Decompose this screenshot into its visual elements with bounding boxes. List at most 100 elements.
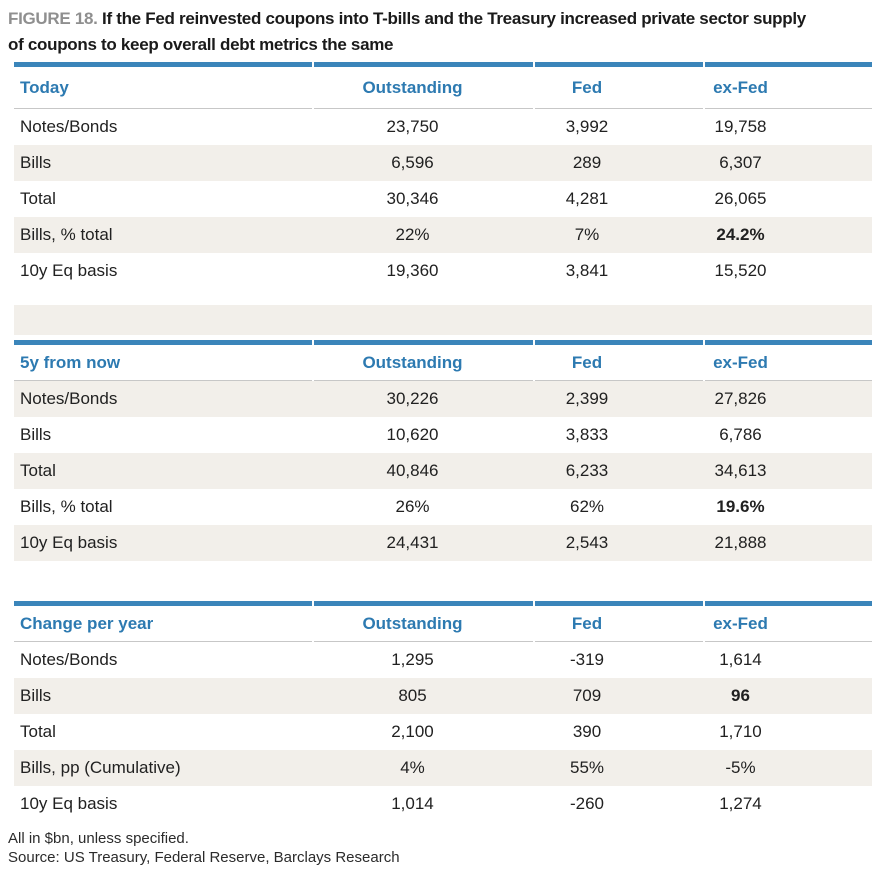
header-cell-outstanding: Outstanding xyxy=(362,613,463,633)
cell-exfed: 6,307 xyxy=(719,153,762,172)
row-label: Bills xyxy=(20,153,52,172)
row-label: Bills xyxy=(20,425,52,444)
cell-outstanding: 22% xyxy=(395,225,430,244)
table-row: Bills, % total 26% 62% 19.6% xyxy=(14,489,872,525)
table-row: Bills, pp (Cumulative) 4% 55% -5% xyxy=(14,750,872,786)
table-5y-from-now: 5y from now Outstanding Fed ex-Fed Notes… xyxy=(14,340,872,561)
cell-fed: 55% xyxy=(569,758,605,777)
figure-title-text: If the Fed reinvested coupons into T-bil… xyxy=(102,9,806,28)
table-row: 10y Eq basis 1,014 -260 1,274 xyxy=(14,786,872,822)
header-cell-fed: Fed xyxy=(571,77,603,97)
table-change-per-year: Change per year Outstanding Fed ex-Fed N… xyxy=(14,601,872,822)
header-cell-outstanding: Outstanding xyxy=(362,352,463,372)
table-header-row: 5y from now Outstanding Fed ex-Fed xyxy=(14,345,872,380)
cell-outstanding: 23,750 xyxy=(386,117,439,136)
cell-fed: 3,841 xyxy=(565,261,609,280)
footnote-source: Source: US Treasury, Federal Reserve, Ba… xyxy=(8,849,400,866)
cell-exfed: 27,826 xyxy=(714,389,767,408)
cell-fed: 62% xyxy=(569,497,605,516)
cell-outstanding: 1,295 xyxy=(391,650,434,669)
header-cell-scenario: 5y from now xyxy=(20,352,121,372)
cell-exfed: 6,786 xyxy=(719,425,762,444)
cell-fed: 390 xyxy=(572,722,602,741)
cell-outstanding: 40,846 xyxy=(386,461,439,480)
cell-fed: -319 xyxy=(569,650,605,669)
cell-exfed: 34,613 xyxy=(714,461,767,480)
header-cell-exfed: ex-Fed xyxy=(713,352,768,372)
header-cell-fed: Fed xyxy=(571,613,603,633)
cell-fed: 2,399 xyxy=(565,389,609,408)
cell-exfed: -5% xyxy=(725,758,756,777)
header-cell-outstanding: Outstanding xyxy=(362,77,463,97)
cell-outstanding: 19,360 xyxy=(386,261,439,280)
row-label: Bills, % total xyxy=(20,225,113,244)
table-row: Total 30,346 4,281 26,065 xyxy=(14,181,872,217)
footnotes: All in $bn, unless specified. Source: US… xyxy=(8,829,886,867)
table-row: Bills 6,596 289 6,307 xyxy=(14,145,872,181)
cell-fed: 289 xyxy=(572,153,602,172)
table-header-row: Today Outstanding Fed ex-Fed xyxy=(14,67,872,108)
row-label: 10y Eq basis xyxy=(20,261,118,280)
cell-outstanding: 1,014 xyxy=(391,794,434,813)
cell-outstanding: 6,596 xyxy=(391,153,434,172)
cell-outstanding: 805 xyxy=(398,686,427,705)
cell-fed: 2,543 xyxy=(565,533,609,552)
cell-outstanding: 2,100 xyxy=(391,722,434,741)
figure-title: FIGURE 18. If the Fed reinvested coupons… xyxy=(8,6,880,58)
header-bottom-rule xyxy=(14,108,872,109)
cell-exfed: 19,758 xyxy=(714,117,767,136)
row-label: Bills, pp (Cumulative) xyxy=(20,758,181,777)
spacer xyxy=(8,561,886,601)
row-label: 10y Eq basis xyxy=(20,533,118,552)
cell-exfed: 21,888 xyxy=(714,533,767,552)
figure-title-line1: FIGURE 18. If the Fed reinvested coupons… xyxy=(8,6,880,32)
cell-fed: 6,233 xyxy=(565,461,609,480)
cell-exfed: 1,710 xyxy=(719,722,762,741)
cell-exfed: 1,614 xyxy=(719,650,762,669)
table-row: Total 40,846 6,233 34,613 xyxy=(14,453,872,489)
row-label: Notes/Bonds xyxy=(20,650,118,669)
row-label: Total xyxy=(20,461,56,480)
header-cell-fed: Fed xyxy=(571,352,603,372)
cell-fed: 709 xyxy=(572,686,602,705)
row-label: Notes/Bonds xyxy=(20,389,118,408)
cell-outstanding: 10,620 xyxy=(386,425,439,444)
cell-exfed: 1,274 xyxy=(719,794,762,813)
spacer-band xyxy=(14,305,872,335)
cell-outstanding: 26% xyxy=(395,497,430,516)
cell-exfed: 26,065 xyxy=(714,189,767,208)
table-row: 10y Eq basis 24,431 2,543 21,888 xyxy=(14,525,872,561)
figure-title-line2: of coupons to keep overall debt metrics … xyxy=(8,35,394,54)
cell-fed: 3,833 xyxy=(565,425,609,444)
table-row: Total 2,100 390 1,710 xyxy=(14,714,872,750)
cell-exfed: 19.6% xyxy=(716,497,765,516)
table-row: Bills 10,620 3,833 6,786 xyxy=(14,417,872,453)
row-label: Bills xyxy=(20,686,52,705)
cell-fed: 3,992 xyxy=(565,117,609,136)
row-label: 10y Eq basis xyxy=(20,794,118,813)
header-bottom-rule xyxy=(14,641,872,642)
row-label: Bills, % total xyxy=(20,497,113,516)
header-cell-exfed: ex-Fed xyxy=(713,613,768,633)
table-header-row: Change per year Outstanding Fed ex-Fed xyxy=(14,606,872,641)
table-today: Today Outstanding Fed ex-Fed Notes/Bonds… xyxy=(14,62,872,289)
table-top-rule xyxy=(14,62,872,67)
cell-outstanding: 24,431 xyxy=(386,533,439,552)
table-row: Notes/Bonds 1,295 -319 1,614 xyxy=(14,642,872,678)
footnote-units: All in $bn, unless specified. xyxy=(8,830,189,847)
row-label: Notes/Bonds xyxy=(20,117,118,136)
table-top-rule xyxy=(14,601,872,606)
cell-fed: 7% xyxy=(574,225,600,244)
cell-exfed: 15,520 xyxy=(714,261,767,280)
cell-fed: 4,281 xyxy=(565,189,609,208)
table-top-rule xyxy=(14,340,872,345)
table-row: Bills 805 709 96 xyxy=(14,678,872,714)
figure-number-label: FIGURE 18. xyxy=(8,9,98,28)
row-label: Total xyxy=(20,722,56,741)
table-row: Notes/Bonds 23,750 3,992 19,758 xyxy=(14,109,872,145)
cell-outstanding: 4% xyxy=(400,758,425,777)
table-row: Bills, % total 22% 7% 24.2% xyxy=(14,217,872,253)
cell-exfed: 24.2% xyxy=(716,225,765,244)
cell-outstanding: 30,346 xyxy=(386,189,439,208)
